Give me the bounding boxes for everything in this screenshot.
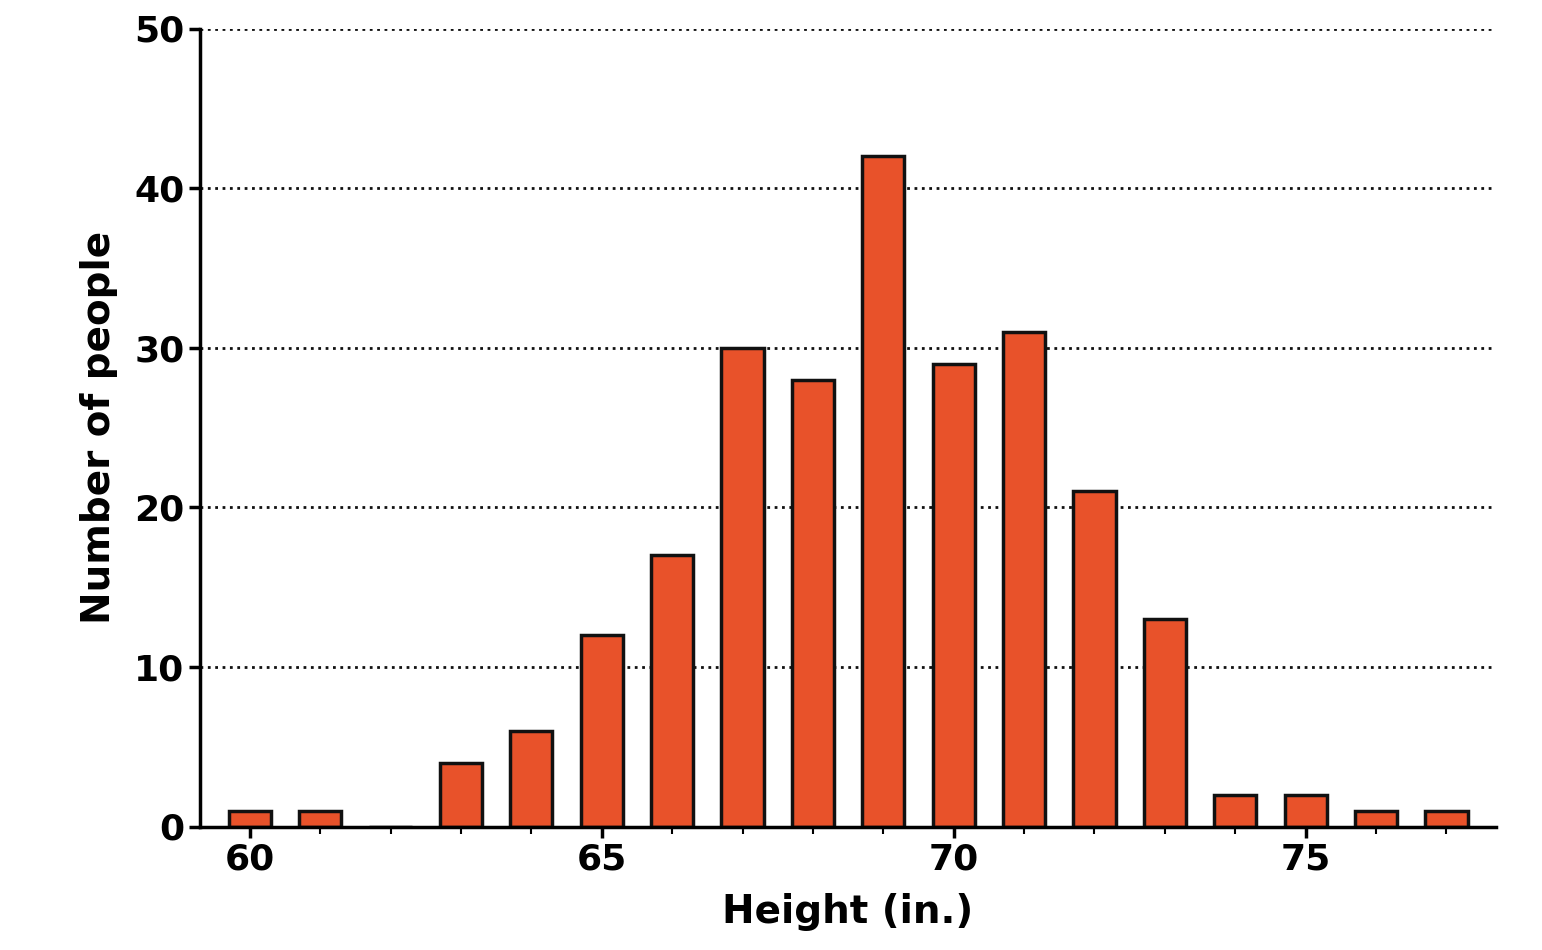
- Bar: [933, 364, 975, 826]
- Bar: [1214, 794, 1257, 826]
- Bar: [228, 810, 271, 826]
- Bar: [581, 635, 623, 826]
- Bar: [862, 156, 905, 826]
- Bar: [299, 810, 341, 826]
- Bar: [439, 763, 483, 826]
- Bar: [1144, 619, 1186, 826]
- X-axis label: Height (in.): Height (in.): [723, 893, 973, 931]
- Bar: [510, 731, 552, 826]
- Bar: [791, 380, 834, 826]
- Bar: [1355, 810, 1397, 826]
- Y-axis label: Number of people: Number of people: [80, 231, 117, 624]
- Bar: [722, 348, 763, 826]
- Bar: [1073, 491, 1115, 826]
- Bar: [1002, 332, 1045, 826]
- Bar: [1284, 794, 1326, 826]
- Bar: [651, 555, 694, 826]
- Bar: [1425, 810, 1468, 826]
